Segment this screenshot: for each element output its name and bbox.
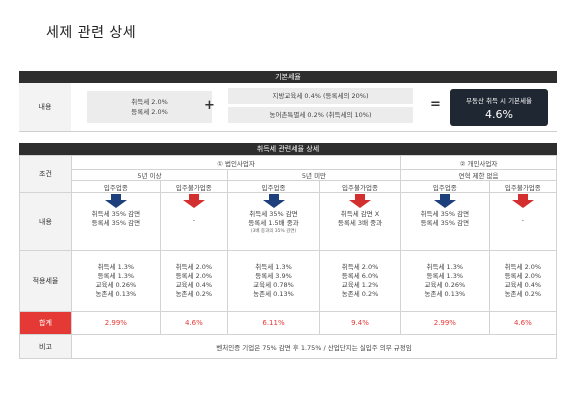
down-arrow-blue-icon	[433, 194, 456, 208]
column-type: 입주업종	[226, 180, 321, 193]
content-label: 내용	[19, 192, 72, 251]
acquisition-tax-text: 취득세 2.0%	[131, 98, 168, 106]
content-cell: -	[488, 192, 558, 251]
rate-line: 등록세 1.3%	[426, 272, 464, 280]
rural-special-tax-box: 농어촌특별세 0.2% (취득세의 10%)	[228, 107, 413, 123]
content-line: 취득세 35% 감면	[420, 210, 470, 218]
result-label: 부동산 취득 시 기본세율	[466, 97, 532, 105]
rates-cell: 취득세 1.3% 등록세 3.9% 교육세 0.78% 농존세 0.13%	[226, 250, 321, 312]
down-arrow-blue-icon	[262, 194, 285, 208]
down-arrow-blue-icon	[104, 194, 127, 208]
base-content-label: 내용	[19, 83, 71, 131]
column-type: 입주업종	[71, 180, 161, 193]
total-cell: 9.4%	[319, 311, 401, 335]
content-subnote: (3배 중과의 35% 감면)	[250, 229, 297, 234]
column-type: 입주불가업종	[488, 180, 558, 193]
equals-sign: =	[430, 97, 441, 112]
registration-tax-text: 등록세 2.0%	[131, 108, 168, 116]
column-type: 입주불가업종	[159, 180, 228, 193]
rates-cell: 취득세 1.3% 등록세 1.3% 교육세 0.26% 농존세 0.13%	[71, 250, 161, 312]
rate-line: 농존세 0.13%	[253, 290, 294, 298]
plus-sign: +	[204, 98, 215, 113]
rate-line: 취득세 1.3%	[255, 263, 292, 271]
rate-line: 취득세 1.3%	[97, 263, 135, 271]
content-cell: 취득세 35% 감면 등록세 35% 감면	[71, 192, 161, 251]
rate-line: 농존세 0.13%	[95, 290, 137, 298]
rate-line: 취득세 2.0%	[504, 263, 542, 271]
content-cell: -	[159, 192, 228, 251]
column-type: 입주불가업종	[319, 180, 401, 193]
rates-cell: 취득세 2.0% 등록세 2.0% 교육세 0.4% 농존세 0.2%	[159, 250, 228, 312]
content-line: -	[521, 216, 525, 224]
acquisition-registration-box: 취득세 2.0% 등록세 2.0%	[87, 91, 212, 123]
rate-line: 농존세 0.2%	[341, 290, 379, 298]
group-individual: ② 개인사업자	[399, 155, 558, 170]
rate-line: 교육세 0.4%	[504, 281, 542, 289]
content-line: 취득세 35% 감면	[249, 210, 298, 218]
note-label: 비고	[19, 334, 72, 359]
total-cell: 4.6%	[488, 311, 558, 335]
rates-label: 적용세율	[19, 250, 72, 312]
subgroup-over-5y: 5년 이상	[71, 169, 228, 181]
content-line: -	[192, 216, 196, 224]
rate-line: 교육세 1.2%	[341, 281, 379, 289]
rate-line: 등록세 1.3%	[97, 272, 135, 280]
base-tax-row: 내용 취득세 2.0% 등록세 2.0% + 지방교육세 0.4% (등록세의 …	[19, 83, 557, 132]
base-rate-result-box: 부동산 취득 시 기본세율 4.6%	[450, 89, 548, 126]
condition-label: 조건	[19, 155, 72, 193]
rates-cell: 취득세 1.3% 등록세 1.3% 교육세 0.26% 농존세 0.13%	[399, 250, 490, 312]
education-tax-box: 지방교육세 0.4% (등록세의 20%)	[228, 88, 413, 104]
rate-line: 교육세 0.78%	[253, 281, 294, 289]
rate-line: 등록세 3.9%	[255, 272, 292, 280]
content-line: 등록세 1.5배 중과	[248, 219, 299, 227]
note-text: 벤처인증 기업은 75% 감면 후 1.75% / 산업단지는 실입주 의무 규…	[71, 334, 557, 359]
detail-tax-table: 조건 ① 법인사업자 ② 개인사업자 5년 이상 5년 미만 연혁 제한 없음 …	[19, 155, 558, 359]
content-line: 취득세 감면 X	[340, 210, 380, 218]
page-title: 세제 관련 상세	[46, 25, 137, 41]
rate-line: 농존세 0.2%	[175, 290, 213, 298]
total-cell: 2.99%	[71, 311, 161, 335]
content-cell: 취득세 감면 X 등록세 3배 중과	[319, 192, 401, 251]
content-cell: 취득세 35% 감면 등록세 1.5배 중과 (3배 중과의 35% 감면)	[226, 192, 321, 251]
rate-line: 등록세 2.0%	[504, 272, 542, 280]
total-cell: 6.11%	[226, 311, 321, 335]
rates-cell: 취득세 2.0% 등록세 6.0% 교육세 1.2% 농존세 0.2%	[319, 250, 401, 312]
rate-line: 농존세 0.2%	[504, 290, 542, 298]
base-tax-header: 기본세율	[19, 71, 557, 83]
rate-line: 취득세 2.0%	[341, 263, 379, 271]
rate-line: 등록세 6.0%	[341, 272, 379, 280]
content-line: 등록세 3배 중과	[337, 219, 383, 227]
subgroup-no-limit: 연혁 제한 없음	[399, 169, 558, 181]
detail-tax-header: 취득세 관련세율 상세	[19, 143, 557, 155]
rate-line: 농존세 0.13%	[424, 290, 466, 298]
subgroup-under-5y: 5년 미만	[226, 169, 401, 181]
content-line: 등록세 35% 감면	[420, 219, 470, 227]
rate-line: 교육세 0.26%	[424, 281, 466, 289]
down-arrow-red-icon	[182, 194, 205, 208]
total-cell: 2.99%	[399, 311, 490, 335]
total-label: 합계	[19, 311, 72, 335]
column-type: 입주업종	[399, 180, 490, 193]
total-cell: 4.6%	[159, 311, 228, 335]
rate-line: 등록세 2.0%	[175, 272, 213, 280]
rate-line: 교육세 0.26%	[95, 281, 137, 289]
rate-line: 취득세 1.3%	[426, 263, 464, 271]
rate-line: 교육세 0.4%	[175, 281, 213, 289]
content-line: 취득세 35% 감면	[91, 210, 141, 218]
down-arrow-red-icon	[349, 194, 371, 208]
down-arrow-red-icon	[511, 194, 534, 208]
rates-cell: 취득세 2.0% 등록세 2.0% 교육세 0.4% 농존세 0.2%	[488, 250, 558, 312]
rate-line: 취득세 2.0%	[175, 263, 213, 271]
group-corporate: ① 법인사업자	[71, 155, 401, 170]
content-line: 등록세 35% 감면	[91, 219, 141, 227]
result-value: 4.6%	[485, 108, 513, 121]
content-cell: 취득세 35% 감면 등록세 35% 감면	[399, 192, 490, 251]
